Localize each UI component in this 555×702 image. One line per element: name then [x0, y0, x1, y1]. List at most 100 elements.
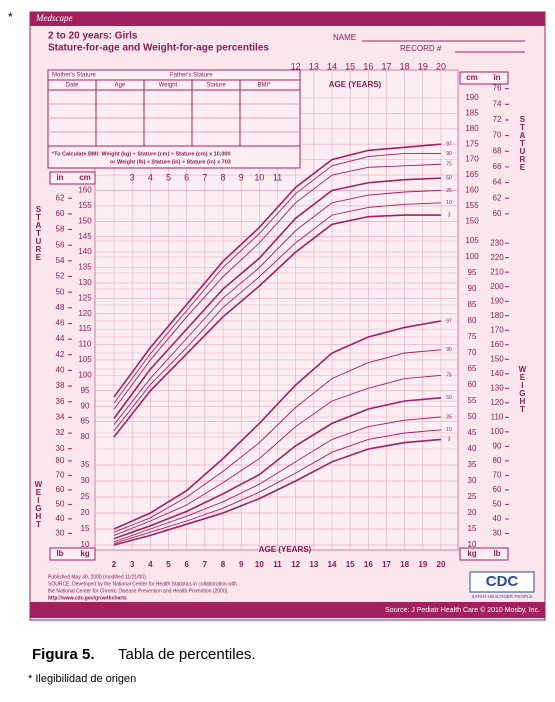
y-tick-label: 230	[490, 238, 504, 247]
y-tick-label: 105	[78, 355, 92, 364]
x-tick-label: 2	[112, 560, 117, 569]
y-tick-label: 190	[490, 296, 504, 305]
x-tick-label: 3	[130, 172, 135, 182]
y-tick-label: 54	[56, 256, 65, 265]
y-tick-label: 60	[493, 485, 502, 494]
y-tick-label: 58	[56, 225, 65, 234]
y-tick-label: 95	[468, 268, 477, 277]
y-tick-label: 56	[56, 240, 65, 249]
y-tick-label: 45	[468, 428, 477, 437]
unit-box	[49, 171, 96, 185]
y-tick-label: 200	[490, 282, 504, 291]
percentile-label: 25	[446, 414, 452, 420]
y-tick-label: 20	[81, 508, 90, 517]
x-tick-label: 4	[148, 560, 153, 569]
y-tick-label: 48	[56, 303, 65, 312]
unit-box	[459, 71, 509, 85]
published-note: Published May 30, 2000 (modified 11/21/0…	[48, 574, 147, 580]
percentile-label: 75	[446, 373, 452, 379]
y-tick-label: 80	[493, 456, 502, 465]
percentile-curve	[113, 214, 441, 438]
y-tick-label: 42	[56, 350, 65, 359]
percentile-label: 90	[446, 347, 452, 353]
x-tick-label: 3	[130, 560, 135, 569]
bmi-note: *To Calculate BMI: Weight (kg) ÷ Stature…	[52, 151, 231, 157]
y-tick-label: 65	[468, 364, 477, 373]
x-tick-label: 8	[220, 172, 225, 182]
y-tick-label: 76	[493, 84, 502, 93]
y-tick-label: 38	[56, 381, 65, 390]
x-tick-label: 17	[382, 560, 391, 569]
x-tick-label: 6	[184, 172, 189, 182]
y-tick-label: 50	[468, 412, 477, 421]
y-tick-label: 30	[56, 444, 65, 453]
y-tick-label: 50	[56, 287, 65, 296]
y-tick-label: 32	[56, 428, 65, 437]
unit-label: kg	[80, 549, 89, 558]
y-tick-label: 35	[81, 460, 90, 469]
y-tick-label: 120	[78, 309, 92, 318]
x-tick-label: 16	[363, 61, 373, 71]
published-note: http://www.cdc.gov/growthcharts	[48, 595, 127, 601]
y-tick-label: 60	[493, 209, 502, 218]
y-tick-label: 30	[81, 476, 90, 485]
record-table	[47, 69, 301, 169]
x-tick-label: 18	[400, 560, 409, 569]
percentile-curve	[113, 429, 442, 544]
y-tick-label: 100	[490, 427, 504, 436]
y-tick-label: 60	[468, 380, 477, 389]
bmi-note: or Weight (lb) ÷ Stature (in) ÷ Stature …	[110, 159, 231, 165]
percentile-curve	[113, 163, 442, 410]
y-tick-label: 100	[78, 370, 92, 379]
y-tick-label: 130	[78, 278, 92, 287]
y-tick-label: 62	[493, 193, 502, 202]
y-tick-label: 140	[490, 369, 504, 378]
y-axis-title: WEIGHT	[518, 365, 527, 413]
unit-label: cm	[79, 173, 91, 182]
y-tick-label: 185	[465, 109, 479, 118]
y-tick-label: 25	[81, 492, 90, 501]
percentile-curve	[113, 153, 441, 404]
percentile-curve	[113, 177, 442, 419]
note-mark: *	[8, 10, 13, 24]
y-tick-label: 80	[81, 432, 90, 441]
y-tick-label: 175	[465, 139, 479, 148]
x-axis-title: AGE (YEARS)	[329, 80, 382, 89]
logo: CDC	[486, 573, 519, 590]
slogan: SAFER·HEALTHIER·PEOPLE	[472, 594, 533, 599]
table-header: Father's Stature	[170, 73, 213, 79]
x-tick-label: 20	[436, 61, 446, 71]
y-tick-label: 160	[490, 340, 504, 349]
y-tick-label: 80	[56, 456, 65, 465]
table-header: Date	[66, 83, 79, 89]
y-tick-label: 220	[490, 253, 504, 262]
percentile-curve	[113, 320, 442, 530]
chart-subtitle: Stature-for-age and Weight-for-age perce…	[48, 43, 269, 54]
y-tick-label: 150	[465, 216, 479, 225]
y-tick-label: 35	[468, 460, 477, 469]
table-header: Stature	[206, 83, 226, 89]
y-tick-label: 155	[465, 201, 479, 210]
percentile-curve	[113, 374, 442, 536]
y-tick-label: 170	[490, 325, 504, 334]
table-header: Weight	[159, 83, 178, 89]
x-tick-label: 19	[418, 560, 427, 569]
y-tick-label: 40	[56, 514, 65, 523]
x-tick-label: 17	[381, 61, 391, 71]
y-tick-label: 140	[78, 247, 92, 256]
percentile-curve	[113, 202, 442, 432]
footnote: * Ilegibilidad de origen	[28, 673, 136, 685]
y-tick-label: 90	[493, 441, 502, 450]
y-tick-label: 110	[491, 412, 504, 421]
y-tick-label: 150	[490, 354, 504, 363]
y-axis-title: STATURE	[34, 205, 43, 261]
unit-label: in	[56, 173, 63, 182]
y-tick-label: 190	[465, 93, 479, 102]
y-tick-label: 15	[81, 524, 90, 533]
y-tick-label: 85	[81, 417, 90, 426]
y-tick-label: 120	[490, 398, 504, 407]
name-label: NAME	[333, 33, 356, 42]
x-tick-label: 13	[309, 61, 319, 71]
y-tick-label: 85	[468, 300, 477, 309]
